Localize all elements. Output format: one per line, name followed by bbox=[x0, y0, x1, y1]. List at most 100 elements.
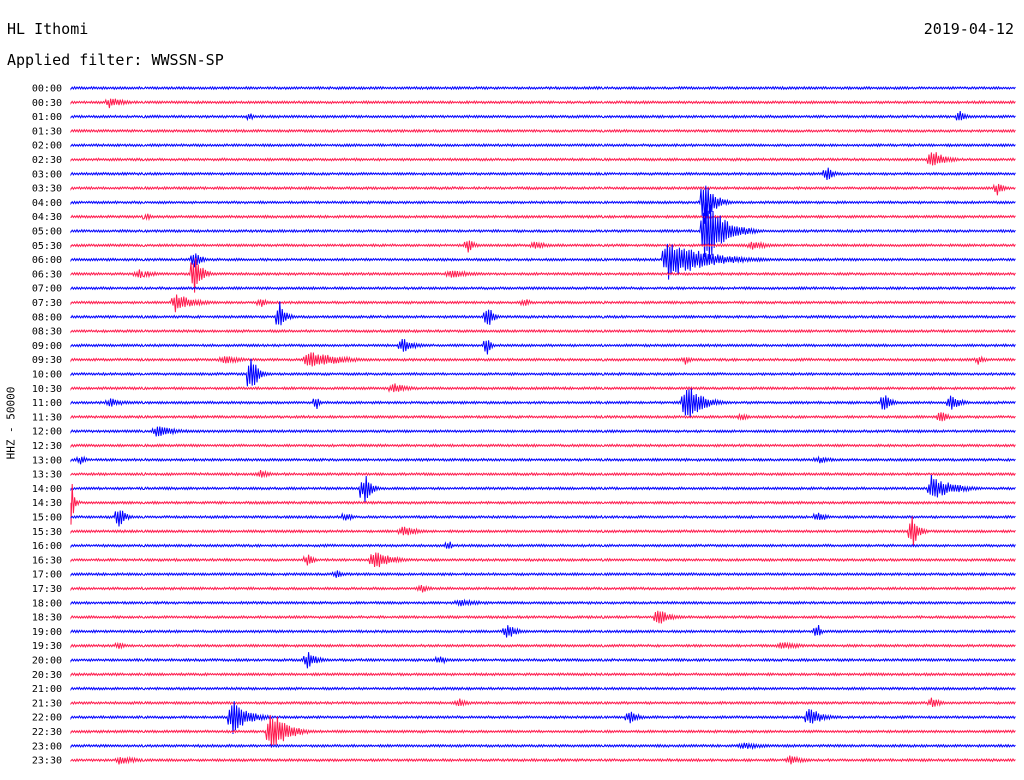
time-tick-label: 05:30 bbox=[32, 241, 62, 252]
time-tick-label: 17:00 bbox=[32, 570, 62, 581]
seismogram-trace bbox=[70, 301, 1016, 326]
seismogram-trace bbox=[70, 128, 1016, 134]
seismogram-trace bbox=[70, 686, 1016, 692]
time-tick-label: 17:30 bbox=[32, 584, 62, 595]
time-tick-label: 08:30 bbox=[32, 327, 62, 338]
seismogram-trace bbox=[70, 294, 1016, 313]
seismogram-trace bbox=[70, 240, 1016, 253]
time-tick-label: 10:30 bbox=[32, 384, 62, 395]
seismogram-trace bbox=[70, 185, 1016, 224]
time-tick-label: 05:00 bbox=[32, 227, 62, 238]
seismogram-trace bbox=[70, 328, 1016, 334]
time-tick-label: 09:00 bbox=[32, 341, 62, 352]
seismogram-trace bbox=[70, 510, 1016, 527]
seismogram-trace bbox=[70, 388, 1016, 418]
chart-date: 2019-04-12 bbox=[923, 20, 1014, 38]
time-tick-label: 04:00 bbox=[32, 198, 62, 209]
time-tick-label: 00:30 bbox=[32, 98, 62, 109]
time-tick-label: 13:00 bbox=[32, 455, 62, 466]
seismogram-trace bbox=[70, 257, 1016, 293]
time-tick-label: 01:00 bbox=[32, 112, 62, 123]
seismogram-trace bbox=[70, 641, 1016, 650]
time-tick-label: 19:00 bbox=[32, 627, 62, 638]
time-tick-labels: 00:00 00:30 01:00 01:30 02:00 02:30 03:00 03:30… bbox=[32, 84, 62, 767]
seismogram-trace bbox=[70, 213, 1016, 222]
time-tick-label: 03:00 bbox=[32, 169, 62, 180]
seismogram-trace bbox=[70, 701, 1016, 735]
seismogram-trace bbox=[70, 469, 1016, 479]
seismogram-trace bbox=[70, 584, 1016, 593]
seismogram-trace bbox=[70, 516, 1016, 547]
time-tick-label: 21:30 bbox=[32, 698, 62, 709]
seismogram-trace bbox=[70, 98, 1016, 109]
time-tick-label: 11:30 bbox=[32, 412, 62, 423]
time-tick-label: 18:00 bbox=[32, 598, 62, 609]
seismogram-trace bbox=[70, 183, 1016, 196]
seismogram-trace bbox=[70, 715, 1016, 748]
time-tick-label: 03:30 bbox=[32, 184, 62, 195]
time-tick-label: 19:30 bbox=[32, 641, 62, 652]
time-tick-label: 11:00 bbox=[32, 398, 62, 409]
seismogram-trace bbox=[70, 358, 1016, 387]
time-tick-label: 13:30 bbox=[32, 470, 62, 481]
time-tick-label: 23:30 bbox=[32, 756, 62, 767]
time-tick-label: 08:00 bbox=[32, 312, 62, 323]
seismogram-trace bbox=[70, 483, 1016, 525]
seismogram-trace bbox=[70, 755, 1016, 765]
seismogram-trace bbox=[70, 111, 1016, 122]
time-tick-label: 22:30 bbox=[32, 727, 62, 738]
seismogram-trace bbox=[70, 152, 1016, 166]
seismogram-trace bbox=[70, 741, 1016, 751]
time-tick-label: 06:00 bbox=[32, 255, 62, 266]
time-tick-label: 16:00 bbox=[32, 541, 62, 552]
trace-group bbox=[70, 85, 1016, 765]
time-tick-label: 00:00 bbox=[32, 84, 62, 95]
time-tick-label: 12:30 bbox=[32, 441, 62, 452]
seismogram-trace bbox=[70, 455, 1016, 465]
seismogram-trace bbox=[70, 541, 1016, 549]
seismogram-trace bbox=[70, 598, 1016, 607]
seismogram-trace bbox=[70, 652, 1016, 669]
seismogram-trace bbox=[70, 202, 1016, 260]
time-tick-label: 21:00 bbox=[32, 684, 62, 695]
seismogram-trace bbox=[70, 697, 1016, 707]
seismogram-trace bbox=[70, 672, 1016, 678]
time-tick-label: 14:30 bbox=[32, 498, 62, 509]
seismogram-trace bbox=[70, 285, 1016, 291]
seismogram-trace bbox=[70, 352, 1016, 367]
time-tick-label: 14:00 bbox=[32, 484, 62, 495]
time-tick-label: 12:00 bbox=[32, 427, 62, 438]
seismogram-trace bbox=[70, 339, 1016, 355]
seismogram-trace bbox=[70, 412, 1016, 422]
filter-label: Applied filter: WWSSN-SP bbox=[7, 51, 224, 69]
seismogram-trace bbox=[70, 167, 1016, 180]
time-tick-label: 15:30 bbox=[32, 527, 62, 538]
time-tick-label: 15:00 bbox=[32, 513, 62, 524]
time-tick-label: 07:30 bbox=[32, 298, 62, 309]
time-tick-label: 16:30 bbox=[32, 555, 62, 566]
seismogram-trace bbox=[70, 85, 1016, 91]
time-tick-label: 02:00 bbox=[32, 141, 62, 152]
time-tick-label: 20:30 bbox=[32, 670, 62, 681]
seismogram-trace bbox=[70, 443, 1016, 449]
seismogram-trace bbox=[70, 383, 1016, 393]
station-name: HL Ithomi bbox=[7, 20, 89, 38]
seismogram-trace bbox=[70, 426, 1016, 437]
time-tick-label: 10:00 bbox=[32, 370, 62, 381]
time-tick-label: 02:30 bbox=[32, 155, 62, 166]
time-tick-label: 01:30 bbox=[32, 126, 62, 137]
time-tick-label: 22:00 bbox=[32, 713, 62, 724]
seismogram-trace bbox=[70, 570, 1016, 578]
seismogram-trace bbox=[70, 552, 1016, 568]
time-tick-label: 18:30 bbox=[32, 613, 62, 624]
seismogram-trace bbox=[70, 610, 1016, 624]
time-tick-label: 04:30 bbox=[32, 212, 62, 223]
seismogram-trace bbox=[70, 142, 1016, 148]
time-tick-label: 20:00 bbox=[32, 656, 62, 667]
seismogram-trace bbox=[70, 474, 1016, 502]
time-tick-label: 07:00 bbox=[32, 284, 62, 295]
seismogram-trace bbox=[70, 243, 1016, 280]
time-tick-label: 09:30 bbox=[32, 355, 62, 366]
time-tick-label: 23:00 bbox=[32, 741, 62, 752]
